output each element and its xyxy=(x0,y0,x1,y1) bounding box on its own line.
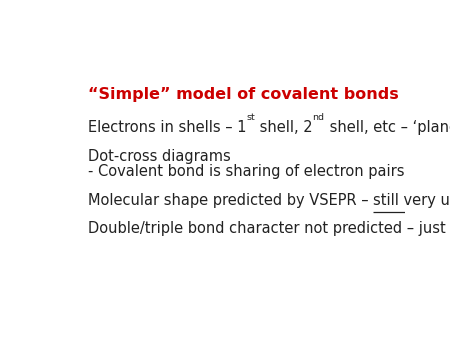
Text: Double/triple bond character not predicted – just 2 electron pairs: Double/triple bond character not predict… xyxy=(88,221,450,237)
Text: “Simple” model of covalent bonds: “Simple” model of covalent bonds xyxy=(88,88,398,102)
Text: nd: nd xyxy=(312,114,324,122)
Text: Dot-cross diagrams: Dot-cross diagrams xyxy=(88,149,230,164)
Text: st: st xyxy=(246,114,255,122)
Text: shell, 2: shell, 2 xyxy=(255,120,312,135)
Text: Electrons in shells – 1: Electrons in shells – 1 xyxy=(88,120,246,135)
Text: shell, etc – ‘planetary model’: shell, etc – ‘planetary model’ xyxy=(324,120,450,135)
Text: - Covalent bond is sharing of electron pairs: - Covalent bond is sharing of electron p… xyxy=(88,164,404,179)
Text: Molecular shape predicted by VSEPR –: Molecular shape predicted by VSEPR – xyxy=(88,193,373,208)
Text: still very useful: still very useful xyxy=(373,193,450,208)
